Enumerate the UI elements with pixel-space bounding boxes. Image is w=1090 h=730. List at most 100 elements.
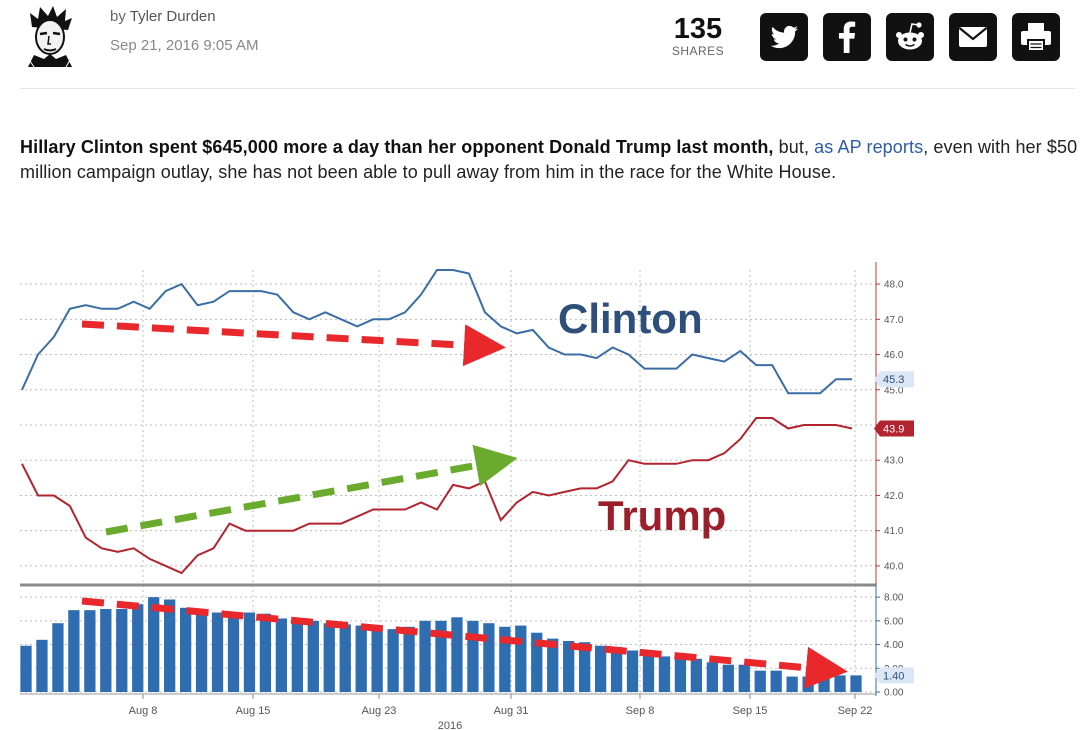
spending-bar (20, 645, 32, 692)
spending-bar (451, 617, 463, 692)
spending-bar (610, 646, 623, 692)
spending-bar (531, 632, 543, 692)
author-name-link[interactable]: Tyler Durden (129, 8, 216, 25)
ap-reports-link[interactable]: as AP reports (814, 137, 924, 157)
spending-bar (818, 673, 830, 692)
trump-line (21, 417, 853, 575)
spending-bar (355, 625, 367, 692)
share-count: 135 (673, 13, 723, 45)
spending-bar (850, 675, 862, 692)
print-button[interactable] (1012, 13, 1060, 61)
article-lead: Hillary Clinton spent $645,000 more a da… (20, 135, 1080, 185)
x-tick-label: Sep 8 (626, 705, 655, 717)
clinton-label: Clinton (558, 295, 703, 342)
facebook-share-button[interactable] (823, 13, 871, 61)
clinton-value-flag-bg (874, 371, 914, 388)
poll-chart: 48.047.046.045.044.043.042.041.040.08.00… (20, 262, 914, 730)
spending-bar (68, 610, 80, 692)
y-tick-label: 47.0 (884, 315, 904, 326)
y-tick-label: 48.0 (884, 280, 904, 291)
spending-bar (754, 670, 766, 692)
spending-bar (674, 656, 687, 692)
spending-bar (243, 612, 256, 692)
spending-bar (706, 662, 718, 692)
spending-bar (52, 623, 64, 692)
spending-bar (515, 625, 527, 692)
y-tick-label: 45.0 (884, 385, 904, 396)
spending-bar (547, 638, 559, 692)
reddit-share-button[interactable] (886, 13, 934, 61)
y-tick-label: 40.0 (884, 561, 904, 572)
x-tick-label: Aug 8 (129, 705, 158, 717)
share-counter: 135 SHARES (660, 14, 736, 58)
lead-bold-text: Hillary Clinton spent $645,000 more a da… (20, 137, 774, 157)
x-tick-label: Sep 22 (838, 705, 873, 717)
clinton-trend-arrow (81, 320, 506, 367)
x-tick-label: Aug 15 (236, 705, 271, 717)
spending-bar (132, 604, 144, 692)
x-tick-label: Aug 31 (494, 705, 529, 717)
email-icon (958, 27, 988, 47)
reddit-icon (896, 22, 924, 50)
spending-bar (563, 641, 575, 692)
publish-date: Sep 21, 2016 9:05 AM (110, 37, 259, 54)
y-tick-label: 0.00 (884, 688, 904, 699)
spending-bar (483, 623, 495, 692)
trump-label: Trump (598, 492, 726, 539)
spending-bar (786, 676, 798, 692)
trump-trend-arrow (105, 444, 518, 536)
chart-lines (21, 269, 853, 575)
spending-bar (770, 670, 782, 692)
twitter-share-button[interactable] (760, 13, 808, 61)
spending-bar (84, 610, 96, 692)
byline: by Tyler Durden (110, 8, 216, 25)
share-label: SHARES (671, 44, 725, 58)
x-year-label: 2016 (438, 720, 462, 730)
spending-trend-arrow (81, 597, 848, 689)
y-tick-label: 46.0 (884, 350, 904, 361)
spending-bar (259, 613, 272, 692)
email-share-button[interactable] (949, 13, 997, 61)
spending-bar (642, 652, 655, 692)
y-tick-label: 4.00 (884, 640, 904, 651)
chart-annotations: Clinton Trump (81, 295, 848, 689)
spending-bar (227, 612, 240, 692)
spending-bar (323, 623, 335, 692)
spending-bar (499, 626, 511, 692)
twitter-icon (770, 25, 798, 49)
spending-bar (164, 599, 176, 692)
lead-mid-text: but, (773, 137, 815, 157)
spending-bar (291, 619, 303, 692)
spending-value-flag-bg (874, 667, 914, 684)
spending-bar (403, 626, 415, 692)
spending-bar (594, 645, 607, 692)
spending-bar (339, 624, 351, 692)
spending-bar (195, 610, 208, 692)
trump-value-flag: 43.9 (883, 424, 904, 436)
spending-bar (419, 620, 431, 692)
clinton-value-flag: 45.3 (883, 374, 904, 386)
spending-bar (116, 608, 128, 692)
y-tick-label: 42.0 (884, 491, 904, 502)
spending-bar (690, 658, 703, 692)
author-avatar[interactable] (22, 5, 78, 68)
spending-bar (148, 597, 160, 692)
spending-value-flag: 1.40 (883, 670, 904, 682)
trump-value-flag-bg (874, 420, 914, 437)
y-tick-label: 8.00 (884, 593, 904, 604)
spending-bar (722, 664, 734, 692)
lead-rest-text: , even with her $50 million campaign out… (20, 137, 1078, 182)
spending-bar (371, 625, 383, 692)
spending-bar (467, 620, 479, 692)
spending-bar (307, 620, 319, 692)
spending-bar (435, 620, 447, 692)
x-tick-label: Aug 23 (362, 705, 397, 717)
avatar-portrait (22, 5, 78, 68)
y-tick-label: 6.00 (884, 616, 904, 627)
facebook-icon (838, 21, 856, 53)
spending-bar (179, 607, 192, 692)
byline-prefix: by (110, 8, 126, 25)
spending-bar (275, 618, 288, 692)
y-tick-label: 43.0 (884, 456, 904, 467)
print-icon (1021, 23, 1051, 52)
